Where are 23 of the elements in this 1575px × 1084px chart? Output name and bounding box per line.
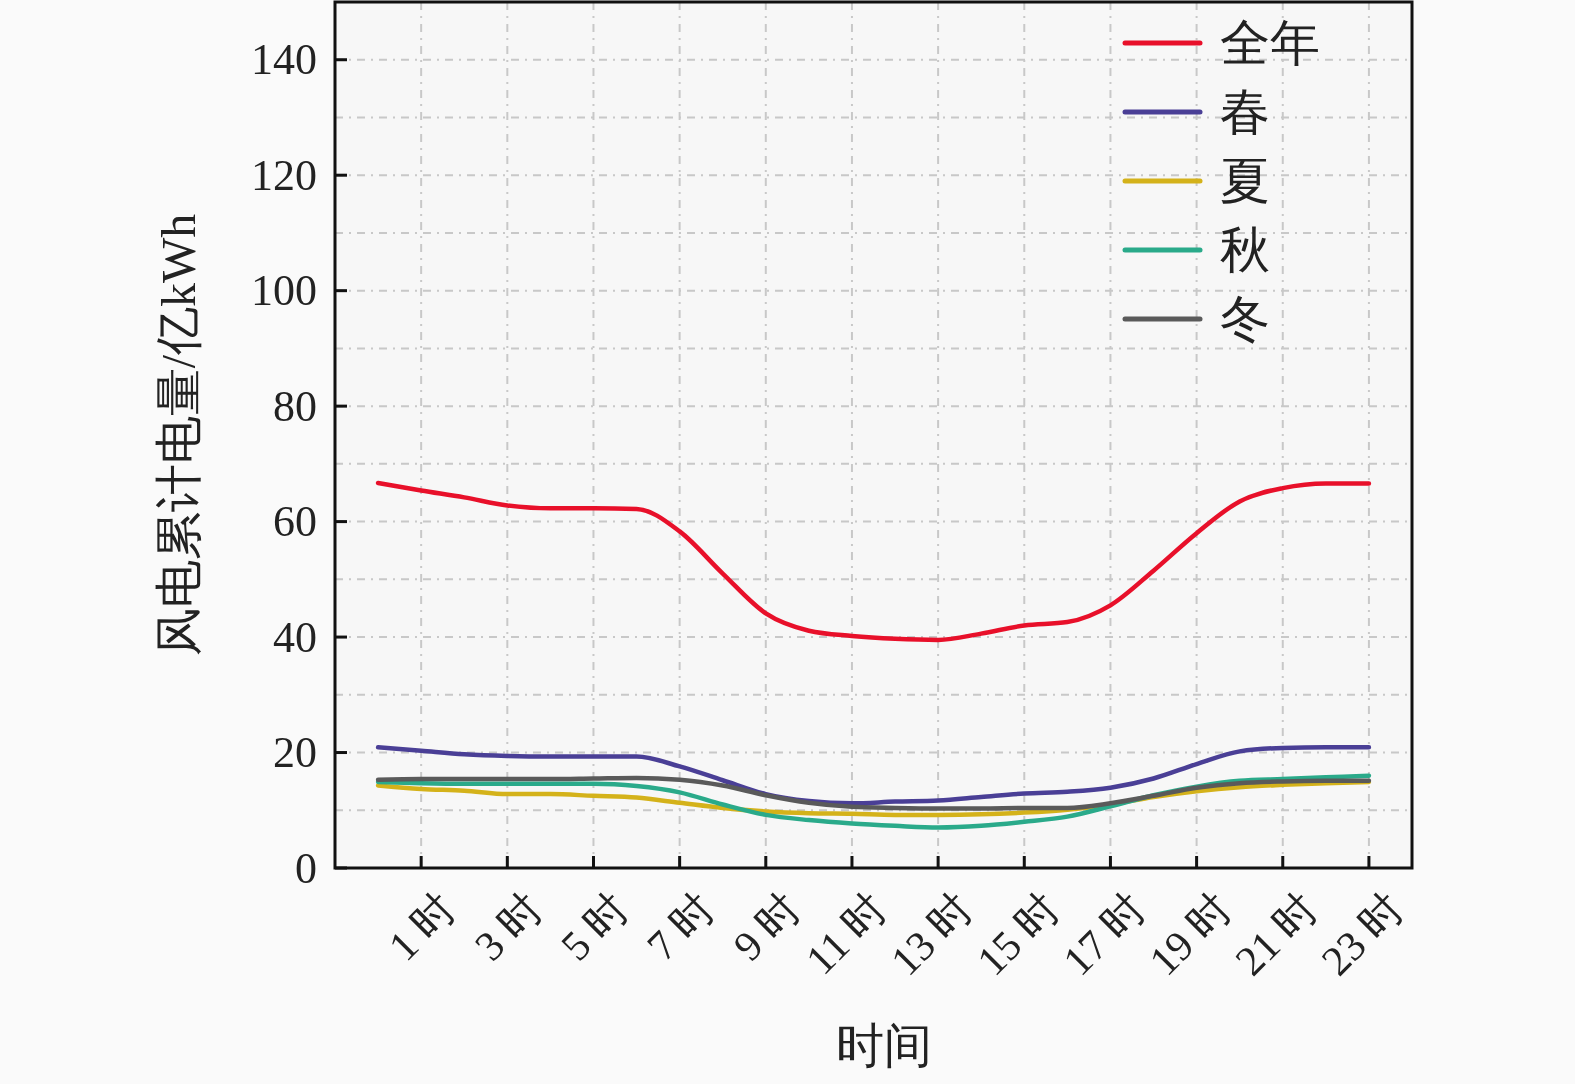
y-tick-label: 40: [273, 612, 317, 662]
y-tick-label: 140: [251, 35, 317, 85]
y-tick-label: 80: [273, 381, 317, 431]
y-tick-label: 0: [295, 843, 317, 893]
y-tick-label: 60: [273, 497, 317, 547]
y-tick-label: 20: [273, 728, 317, 778]
legend-label: 夏: [1220, 153, 1270, 209]
x-tick-label: 3 时: [466, 884, 551, 970]
legend-label: 冬: [1220, 291, 1270, 347]
legend-label: 秋: [1220, 222, 1270, 278]
legend-label: 全年: [1220, 15, 1320, 71]
y-tick-label: 120: [251, 150, 317, 200]
line-series: [375, 745, 1372, 806]
legend-label: 春: [1220, 84, 1270, 140]
x-axis-title: 时间: [835, 1019, 932, 1072]
x-tick-label: 9 时: [724, 884, 810, 970]
x-tick-label: 7 时: [638, 884, 723, 970]
y-axis-title: 风电累计电量/亿kWh: [152, 213, 205, 657]
y-tick-label: 100: [251, 266, 317, 316]
x-tick-label: 1 时: [379, 884, 465, 970]
line-series: [375, 775, 1372, 811]
line-series: [375, 480, 1372, 643]
x-tick-label: 5 时: [552, 884, 637, 970]
